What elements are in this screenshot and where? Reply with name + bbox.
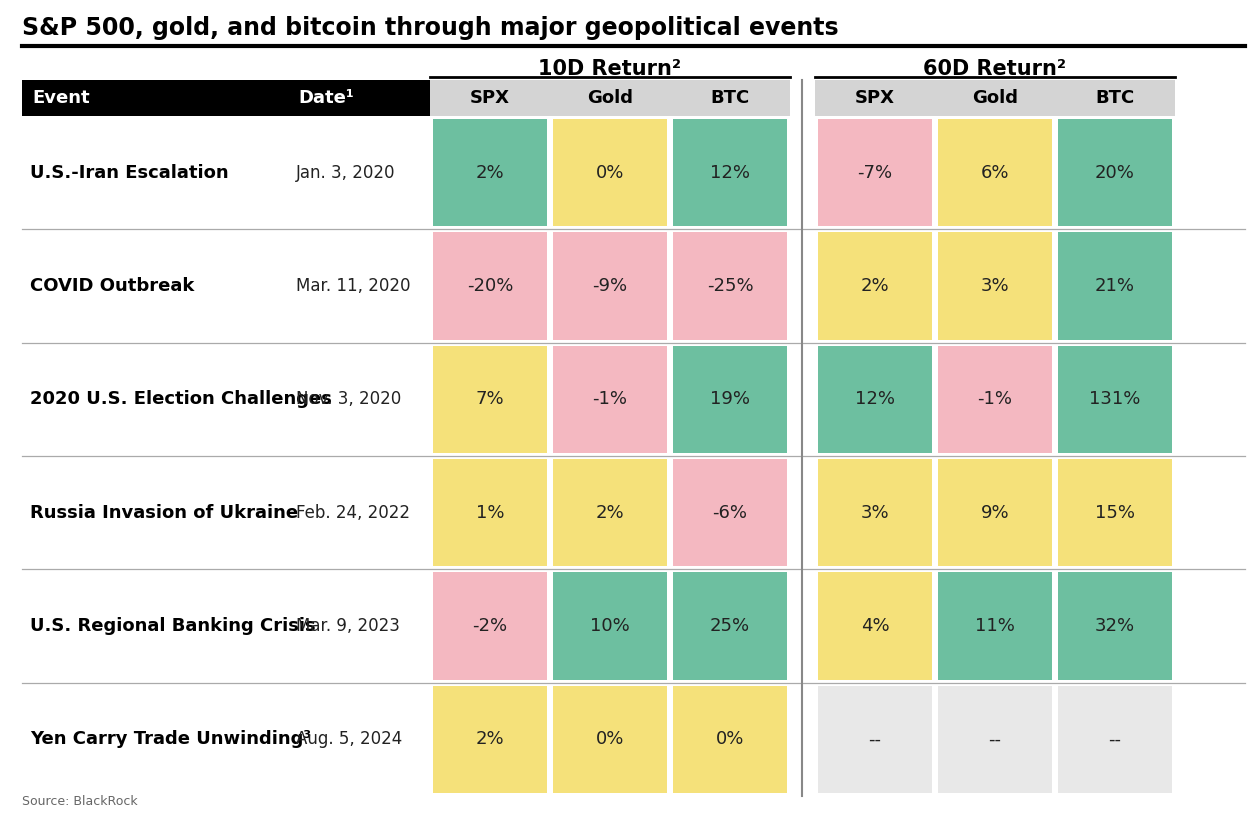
Bar	[1058, 459, 1172, 566]
Text: BTC: BTC	[1095, 89, 1134, 107]
Bar	[553, 459, 667, 566]
Bar	[553, 572, 667, 680]
Bar	[938, 685, 1053, 793]
Text: 12%: 12%	[855, 390, 895, 408]
Bar	[1058, 685, 1172, 793]
Text: Event: Event	[31, 89, 89, 107]
Text: Russia Invasion of Ukraine: Russia Invasion of Ukraine	[30, 503, 298, 521]
Text: 21%: 21%	[1095, 277, 1136, 295]
Text: 32%: 32%	[1095, 617, 1136, 635]
Text: 11%: 11%	[974, 617, 1015, 635]
Text: 60D Return²: 60D Return²	[924, 59, 1066, 79]
Bar	[433, 685, 546, 793]
Text: --: --	[1108, 730, 1122, 748]
Bar	[938, 346, 1053, 453]
Bar	[1058, 572, 1172, 680]
Bar	[815, 80, 1175, 116]
Text: Gold: Gold	[587, 89, 633, 107]
Text: --: --	[869, 730, 881, 748]
Text: Source: BlackRock: Source: BlackRock	[21, 795, 137, 808]
Bar	[818, 346, 932, 453]
Text: --: --	[988, 730, 1001, 748]
Bar	[431, 80, 789, 116]
Bar	[674, 346, 787, 453]
Text: 25%: 25%	[710, 617, 750, 635]
Bar	[674, 233, 787, 339]
Text: COVID Outbreak: COVID Outbreak	[30, 277, 194, 295]
Text: 1%: 1%	[476, 503, 505, 521]
Text: 6%: 6%	[981, 164, 1010, 182]
Bar	[674, 685, 787, 793]
Text: Feb. 24, 2022: Feb. 24, 2022	[296, 503, 410, 521]
Text: U.S.-Iran Escalation: U.S.-Iran Escalation	[30, 164, 229, 182]
Text: SPX: SPX	[855, 89, 895, 107]
Text: 10D Return²: 10D Return²	[539, 59, 681, 79]
Text: 0%: 0%	[716, 730, 744, 748]
Text: Mar. 11, 2020: Mar. 11, 2020	[296, 277, 410, 295]
Bar	[818, 685, 932, 793]
Text: 131%: 131%	[1089, 390, 1141, 408]
Text: Nov. 3, 2020: Nov. 3, 2020	[296, 390, 402, 408]
Bar	[1058, 233, 1172, 339]
Text: -9%: -9%	[593, 277, 627, 295]
Text: 0%: 0%	[596, 164, 624, 182]
Text: Yen Carry Trade Unwinding³: Yen Carry Trade Unwinding³	[30, 730, 311, 748]
Text: 2020 U.S. Election Challenges: 2020 U.S. Election Challenges	[30, 390, 332, 408]
Text: 12%: 12%	[710, 164, 750, 182]
Bar	[433, 233, 546, 339]
Text: 19%: 19%	[710, 390, 750, 408]
Text: SPX: SPX	[470, 89, 510, 107]
Bar	[553, 346, 667, 453]
Text: -6%: -6%	[713, 503, 748, 521]
Bar	[433, 119, 546, 226]
Text: -7%: -7%	[857, 164, 893, 182]
Bar	[553, 233, 667, 339]
Bar	[818, 119, 932, 226]
Text: 3%: 3%	[981, 277, 1010, 295]
Text: 7%: 7%	[476, 390, 505, 408]
Bar	[938, 459, 1053, 566]
Bar	[818, 459, 932, 566]
Bar	[938, 233, 1053, 339]
Bar	[21, 80, 431, 116]
Bar	[1058, 119, 1172, 226]
Text: 15%: 15%	[1095, 503, 1136, 521]
Text: 2%: 2%	[476, 164, 505, 182]
Text: 20%: 20%	[1095, 164, 1134, 182]
Bar	[818, 233, 932, 339]
Text: 2%: 2%	[476, 730, 505, 748]
Text: Mar. 9, 2023: Mar. 9, 2023	[296, 617, 400, 635]
Text: U.S. Regional Banking Crisis: U.S. Regional Banking Crisis	[30, 617, 316, 635]
Text: -1%: -1%	[593, 390, 627, 408]
Text: 10%: 10%	[590, 617, 630, 635]
Bar	[433, 459, 546, 566]
Bar	[938, 572, 1053, 680]
Bar	[553, 119, 667, 226]
Text: 2%: 2%	[861, 277, 889, 295]
Text: 2%: 2%	[596, 503, 624, 521]
Bar	[674, 119, 787, 226]
Bar	[938, 119, 1053, 226]
Bar	[674, 459, 787, 566]
Bar	[1058, 346, 1172, 453]
Text: -1%: -1%	[977, 390, 1012, 408]
Text: -2%: -2%	[472, 617, 507, 635]
Bar	[674, 572, 787, 680]
Text: -20%: -20%	[467, 277, 514, 295]
Bar	[818, 572, 932, 680]
Text: Jan. 3, 2020: Jan. 3, 2020	[296, 164, 395, 182]
Text: 0%: 0%	[596, 730, 624, 748]
Bar	[433, 346, 546, 453]
Bar	[433, 572, 546, 680]
Text: Date¹: Date¹	[298, 89, 354, 107]
Text: 3%: 3%	[861, 503, 889, 521]
Text: Aug. 5, 2024: Aug. 5, 2024	[296, 730, 402, 748]
Bar	[553, 685, 667, 793]
Text: BTC: BTC	[710, 89, 749, 107]
Text: 9%: 9%	[981, 503, 1010, 521]
Text: -25%: -25%	[706, 277, 753, 295]
Text: S&P 500, gold, and bitcoin through major geopolitical events: S&P 500, gold, and bitcoin through major…	[21, 16, 838, 40]
Text: 4%: 4%	[861, 617, 889, 635]
Text: Gold: Gold	[972, 89, 1019, 107]
